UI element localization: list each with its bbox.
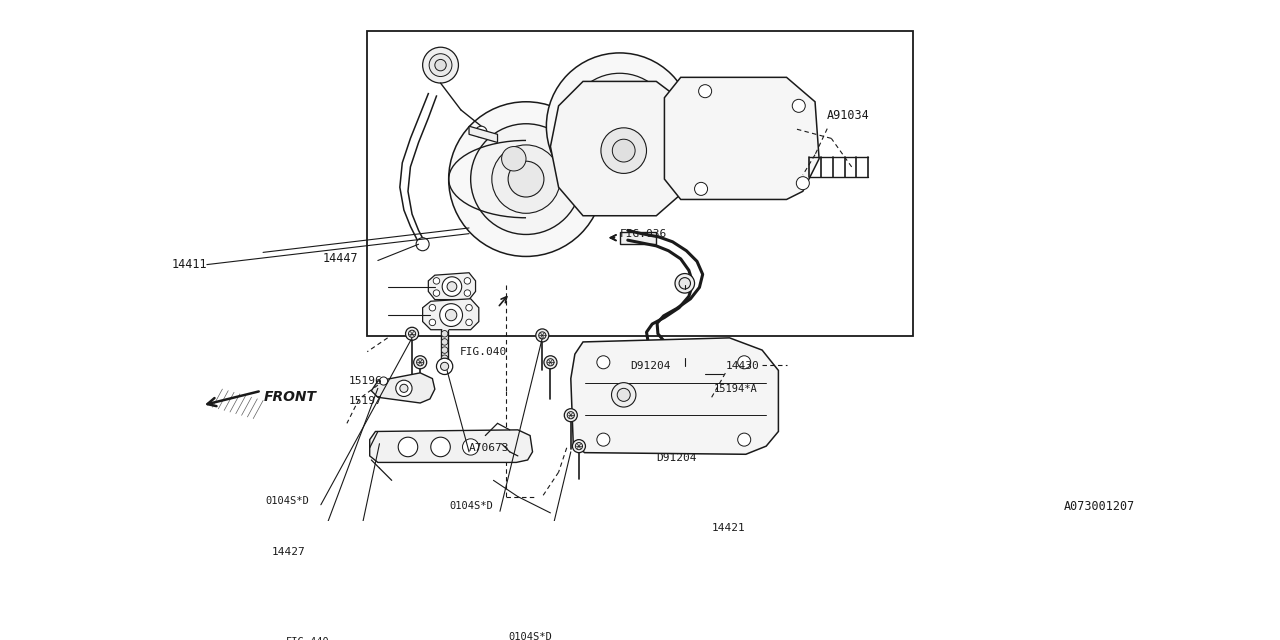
Circle shape: [447, 282, 457, 291]
Circle shape: [612, 140, 635, 162]
Circle shape: [429, 54, 452, 77]
Text: 0104S*D: 0104S*D: [265, 496, 310, 506]
Circle shape: [476, 126, 486, 138]
Circle shape: [398, 437, 417, 457]
Circle shape: [547, 358, 554, 366]
Text: 14411: 14411: [172, 258, 207, 271]
Circle shape: [675, 344, 695, 364]
Circle shape: [396, 380, 412, 396]
Polygon shape: [705, 371, 722, 389]
Circle shape: [465, 278, 471, 284]
Text: A073001207: A073001207: [1064, 500, 1135, 513]
Text: 0104S*D: 0104S*D: [449, 501, 493, 511]
Circle shape: [408, 330, 416, 337]
Text: 14430: 14430: [726, 362, 759, 371]
Circle shape: [737, 356, 751, 369]
Circle shape: [442, 330, 448, 337]
Text: 0104S*D: 0104S*D: [508, 632, 552, 640]
Circle shape: [440, 362, 449, 371]
Text: FIG.036: FIG.036: [620, 230, 667, 239]
Circle shape: [433, 278, 440, 284]
Circle shape: [539, 332, 545, 339]
Circle shape: [617, 388, 630, 401]
Text: 14421: 14421: [712, 522, 745, 532]
Text: 14427: 14427: [273, 547, 306, 557]
Circle shape: [442, 347, 448, 353]
Circle shape: [544, 356, 557, 369]
Circle shape: [429, 305, 435, 311]
Circle shape: [680, 348, 690, 360]
Circle shape: [680, 278, 690, 289]
Circle shape: [471, 124, 581, 234]
Text: D91204: D91204: [630, 362, 671, 371]
Circle shape: [429, 319, 435, 326]
Circle shape: [442, 355, 448, 362]
Text: D91204: D91204: [657, 452, 696, 463]
Circle shape: [466, 305, 472, 311]
Circle shape: [462, 439, 479, 455]
Circle shape: [502, 147, 526, 171]
Circle shape: [442, 277, 462, 296]
Circle shape: [431, 437, 451, 457]
Bar: [367, 31, 913, 336]
Circle shape: [612, 383, 636, 407]
Circle shape: [406, 327, 419, 340]
Polygon shape: [429, 273, 476, 300]
Circle shape: [399, 384, 408, 392]
Circle shape: [596, 356, 609, 369]
Polygon shape: [664, 77, 819, 200]
Circle shape: [433, 290, 440, 296]
Polygon shape: [468, 126, 498, 143]
Polygon shape: [370, 430, 532, 463]
Text: A70673: A70673: [468, 443, 509, 452]
Circle shape: [442, 339, 448, 345]
Text: FIG.040: FIG.040: [460, 347, 507, 356]
Circle shape: [796, 177, 809, 189]
Polygon shape: [371, 373, 435, 403]
Circle shape: [596, 433, 609, 446]
Circle shape: [422, 47, 458, 83]
Circle shape: [508, 161, 544, 197]
Polygon shape: [620, 232, 657, 244]
Text: FRONT: FRONT: [264, 390, 317, 404]
Circle shape: [605, 111, 635, 141]
Circle shape: [792, 99, 805, 113]
Text: FIG.440: FIG.440: [285, 637, 330, 640]
Circle shape: [588, 93, 653, 159]
Circle shape: [492, 145, 561, 213]
Polygon shape: [571, 338, 778, 454]
Circle shape: [466, 319, 472, 326]
Circle shape: [567, 73, 672, 179]
Circle shape: [440, 303, 462, 326]
Circle shape: [547, 53, 692, 200]
Circle shape: [413, 356, 426, 369]
Circle shape: [449, 102, 603, 257]
Circle shape: [572, 440, 585, 452]
Text: 14447: 14447: [323, 252, 358, 266]
Text: 15196: 15196: [348, 376, 383, 386]
Circle shape: [675, 273, 695, 293]
Text: 15194*A: 15194*A: [713, 384, 756, 394]
Text: 15197: 15197: [348, 396, 383, 406]
Circle shape: [564, 409, 577, 422]
Circle shape: [536, 329, 549, 342]
Circle shape: [699, 84, 712, 98]
Circle shape: [737, 433, 751, 446]
Circle shape: [567, 412, 575, 419]
Polygon shape: [422, 299, 479, 330]
Circle shape: [465, 290, 471, 296]
Circle shape: [575, 442, 582, 450]
Circle shape: [436, 358, 453, 374]
Circle shape: [695, 182, 708, 195]
Circle shape: [416, 237, 429, 251]
Circle shape: [600, 128, 646, 173]
Polygon shape: [550, 81, 698, 216]
Circle shape: [445, 309, 457, 321]
Circle shape: [416, 358, 424, 366]
Text: A91034: A91034: [827, 109, 870, 122]
Circle shape: [435, 60, 447, 71]
Circle shape: [379, 377, 388, 385]
